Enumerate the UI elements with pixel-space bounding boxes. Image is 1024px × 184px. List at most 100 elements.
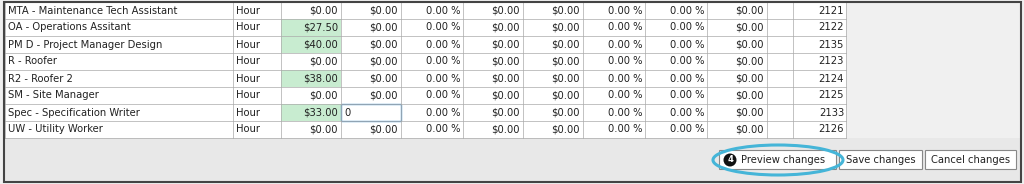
- Text: $0.00: $0.00: [552, 73, 580, 84]
- Text: 0.00 %: 0.00 %: [607, 107, 642, 118]
- Text: $0.00: $0.00: [370, 91, 398, 100]
- Text: $0.00: $0.00: [735, 125, 764, 135]
- Text: UW - Utility Worker: UW - Utility Worker: [8, 125, 102, 135]
- Bar: [341, 104, 401, 121]
- Bar: [4, 19, 846, 36]
- Text: $0.00: $0.00: [552, 40, 580, 49]
- Text: $0.00: $0.00: [492, 6, 520, 15]
- Text: $40.00: $40.00: [303, 40, 338, 49]
- Text: $0.00: $0.00: [309, 125, 338, 135]
- Text: $0.00: $0.00: [735, 22, 764, 33]
- Text: 0.00 %: 0.00 %: [607, 40, 642, 49]
- Text: 2126: 2126: [818, 125, 844, 135]
- Text: 0.00 %: 0.00 %: [607, 91, 642, 100]
- Text: 2123: 2123: [818, 56, 844, 66]
- Circle shape: [724, 153, 736, 167]
- Text: Save changes: Save changes: [846, 155, 915, 165]
- Text: $0.00: $0.00: [552, 22, 580, 33]
- Text: 0: 0: [344, 107, 350, 118]
- Text: $0.00: $0.00: [735, 107, 764, 118]
- Text: $0.00: $0.00: [552, 56, 580, 66]
- Text: $0.00: $0.00: [735, 40, 764, 49]
- Text: $0.00: $0.00: [370, 6, 398, 15]
- Text: $0.00: $0.00: [370, 40, 398, 49]
- Bar: [281, 70, 341, 87]
- Text: 0.00 %: 0.00 %: [426, 40, 460, 49]
- Text: $0.00: $0.00: [492, 91, 520, 100]
- Text: 0.00 %: 0.00 %: [426, 22, 460, 33]
- Text: Hour: Hour: [236, 125, 260, 135]
- Bar: [4, 104, 846, 121]
- Text: $0.00: $0.00: [552, 91, 580, 100]
- Bar: [4, 138, 1022, 182]
- Text: Hour: Hour: [236, 56, 260, 66]
- Text: $0.00: $0.00: [552, 125, 580, 135]
- Text: Hour: Hour: [236, 107, 260, 118]
- Text: 2135: 2135: [818, 40, 844, 49]
- Text: $0.00: $0.00: [492, 22, 520, 33]
- Bar: [281, 19, 341, 36]
- Text: $0.00: $0.00: [309, 6, 338, 15]
- Text: $0.00: $0.00: [735, 56, 764, 66]
- Text: $0.00: $0.00: [735, 91, 764, 100]
- Text: 2121: 2121: [818, 6, 844, 15]
- Text: 0.00 %: 0.00 %: [607, 125, 642, 135]
- Text: 0.00 %: 0.00 %: [426, 6, 460, 15]
- Text: OA - Operations Assitant: OA - Operations Assitant: [8, 22, 131, 33]
- Text: $0.00: $0.00: [309, 56, 338, 66]
- Text: 0.00 %: 0.00 %: [670, 73, 705, 84]
- Text: 0.00 %: 0.00 %: [670, 6, 705, 15]
- Text: 0.00 %: 0.00 %: [670, 22, 705, 33]
- Text: $0.00: $0.00: [370, 56, 398, 66]
- Text: $0.00: $0.00: [492, 107, 520, 118]
- Text: $38.00: $38.00: [303, 73, 338, 84]
- Text: $0.00: $0.00: [370, 125, 398, 135]
- Text: 0.00 %: 0.00 %: [670, 125, 705, 135]
- Text: $0.00: $0.00: [552, 107, 580, 118]
- Text: 0.00 %: 0.00 %: [426, 107, 460, 118]
- Text: SM - Site Manager: SM - Site Manager: [8, 91, 99, 100]
- Text: 0.00 %: 0.00 %: [607, 73, 642, 84]
- Text: PM D - Project Manager Design: PM D - Project Manager Design: [8, 40, 163, 49]
- Text: 0.00 %: 0.00 %: [426, 125, 460, 135]
- Text: R - Roofer: R - Roofer: [8, 56, 57, 66]
- Text: Hour: Hour: [236, 73, 260, 84]
- Text: $0.00: $0.00: [552, 6, 580, 15]
- Text: $0.00: $0.00: [309, 91, 338, 100]
- Text: Preview changes: Preview changes: [741, 155, 825, 165]
- Bar: [281, 36, 341, 53]
- Bar: [4, 53, 846, 70]
- Bar: [4, 121, 846, 138]
- Bar: [4, 70, 846, 87]
- Text: $0.00: $0.00: [735, 6, 764, 15]
- Text: 0.00 %: 0.00 %: [607, 6, 642, 15]
- Text: 0.00 %: 0.00 %: [607, 22, 642, 33]
- Text: Spec - Specification Writer: Spec - Specification Writer: [8, 107, 140, 118]
- Bar: [4, 36, 846, 53]
- Bar: [4, 2, 846, 138]
- Bar: [4, 2, 846, 19]
- Text: MTA - Maintenance Tech Assistant: MTA - Maintenance Tech Assistant: [8, 6, 177, 15]
- Text: 0.00 %: 0.00 %: [670, 107, 705, 118]
- Text: 2122: 2122: [818, 22, 844, 33]
- Text: $0.00: $0.00: [492, 73, 520, 84]
- Text: $0.00: $0.00: [370, 22, 398, 33]
- Text: R2 - Roofer 2: R2 - Roofer 2: [8, 73, 73, 84]
- Text: $27.50: $27.50: [303, 22, 338, 33]
- Text: 0.00 %: 0.00 %: [670, 91, 705, 100]
- Text: 4: 4: [727, 155, 733, 164]
- Text: 0.00 %: 0.00 %: [670, 56, 705, 66]
- Bar: [4, 87, 846, 104]
- Text: Cancel changes: Cancel changes: [932, 155, 1011, 165]
- Text: $0.00: $0.00: [492, 56, 520, 66]
- Text: 2124: 2124: [818, 73, 844, 84]
- Text: $0.00: $0.00: [492, 125, 520, 135]
- FancyBboxPatch shape: [720, 151, 837, 169]
- Text: Hour: Hour: [236, 91, 260, 100]
- Text: 0.00 %: 0.00 %: [607, 56, 642, 66]
- Text: $0.00: $0.00: [370, 73, 398, 84]
- Text: $0.00: $0.00: [735, 73, 764, 84]
- Text: $0.00: $0.00: [492, 40, 520, 49]
- Text: $33.00: $33.00: [303, 107, 338, 118]
- Text: 0.00 %: 0.00 %: [670, 40, 705, 49]
